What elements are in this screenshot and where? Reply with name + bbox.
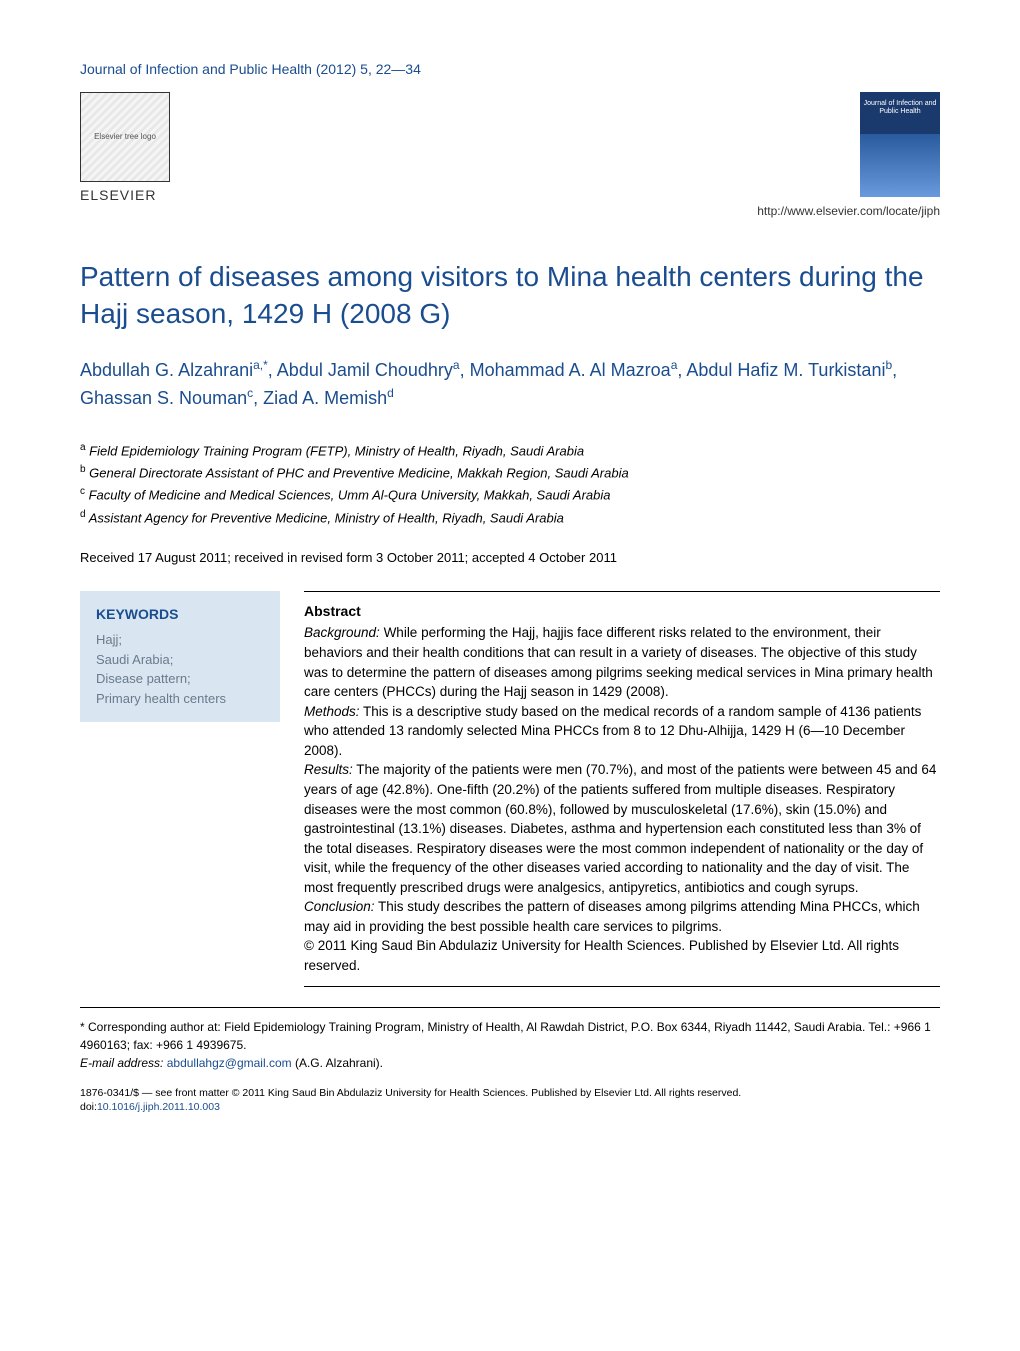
email-line: E-mail address: abdullahgz@gmail.com (A.…: [80, 1054, 940, 1072]
journal-cover-image: Journal of Infection and Public Health: [860, 92, 940, 197]
copyright-line: 1876-0341/$ — see front matter © 2011 Ki…: [80, 1086, 940, 1101]
email-suffix: (A.G. Alzahrani).: [292, 1056, 383, 1070]
affiliation-item: c Faculty of Medicine and Medical Scienc…: [80, 484, 940, 506]
keywords-list: Hajj;Saudi Arabia;Disease pattern;Primar…: [96, 630, 264, 708]
keyword-item: Primary health centers: [96, 689, 264, 709]
footnotes-block: * Corresponding author at: Field Epidemi…: [80, 1007, 940, 1072]
keyword-item: Hajj;: [96, 630, 264, 650]
abstract-section-text: While performing the Hajj, hajjis face d…: [304, 625, 933, 699]
abstract-heading: Abstract: [304, 602, 940, 622]
masthead-row: Elsevier tree logo ELSEVIER Journal of I…: [80, 92, 940, 220]
publisher-name: ELSEVIER: [80, 186, 156, 206]
abstract-section-label: Conclusion:: [304, 899, 375, 914]
journal-citation-header: Journal of Infection and Public Health (…: [80, 60, 940, 80]
abstract-body: Background: While performing the Hajj, h…: [304, 623, 940, 975]
author-email-link[interactable]: abdullahgz@gmail.com: [167, 1056, 292, 1070]
abstract-section-label: Methods:: [304, 704, 360, 719]
article-title: Pattern of diseases among visitors to Mi…: [80, 259, 940, 332]
doi-prefix: doi:: [80, 1101, 97, 1113]
abstract-column: Abstract Background: While performing th…: [304, 591, 940, 987]
keyword-item: Saudi Arabia;: [96, 650, 264, 670]
corresponding-author-note: * Corresponding author at: Field Epidemi…: [80, 1018, 940, 1054]
abstract-copyright: © 2011 King Saud Bin Abdulaziz Universit…: [304, 938, 899, 973]
elsevier-tree-logo: Elsevier tree logo: [80, 92, 170, 182]
keywords-heading: KEYWORDS: [96, 605, 264, 625]
affiliation-item: d Assistant Agency for Preventive Medici…: [80, 507, 940, 529]
publisher-block: Elsevier tree logo ELSEVIER: [80, 92, 170, 206]
abstract-section-label: Background:: [304, 625, 380, 640]
author-list: Abdullah G. Alzahrania,*, Abdul Jamil Ch…: [80, 356, 940, 412]
journal-cover-title: Journal of Infection and Public Health: [860, 100, 940, 117]
abstract-section-text: The majority of the patients were men (7…: [304, 762, 936, 894]
keywords-abstract-row: KEYWORDS Hajj;Saudi Arabia;Disease patte…: [80, 591, 940, 987]
affiliation-list: a Field Epidemiology Training Program (F…: [80, 440, 940, 529]
affiliation-item: a Field Epidemiology Training Program (F…: [80, 440, 940, 462]
journal-url[interactable]: http://www.elsevier.com/locate/jiph: [757, 203, 940, 220]
abstract-section-text: This is a descriptive study based on the…: [304, 704, 921, 758]
email-label: E-mail address:: [80, 1056, 163, 1070]
doi-link[interactable]: 10.1016/j.jiph.2011.10.003: [97, 1101, 220, 1113]
doi-line: doi:10.1016/j.jiph.2011.10.003: [80, 1100, 940, 1115]
article-dates: Received 17 August 2011; received in rev…: [80, 549, 940, 567]
keywords-box: KEYWORDS Hajj;Saudi Arabia;Disease patte…: [80, 591, 280, 723]
affiliation-item: b General Directorate Assistant of PHC a…: [80, 462, 940, 484]
abstract-section-label: Results:: [304, 762, 353, 777]
legal-block: 1876-0341/$ — see front matter © 2011 Ki…: [80, 1086, 940, 1115]
abstract-section-text: This study describes the pattern of dise…: [304, 899, 920, 934]
keyword-item: Disease pattern;: [96, 669, 264, 689]
journal-cover-block: Journal of Infection and Public Health h…: [757, 92, 940, 220]
